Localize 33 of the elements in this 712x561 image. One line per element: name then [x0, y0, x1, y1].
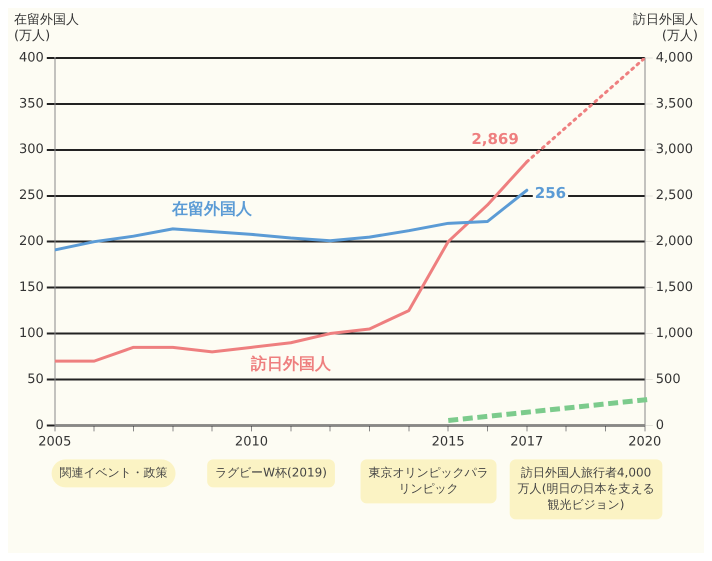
x-tick-label: 2015: [432, 434, 465, 450]
y2-tick-label: 4,000: [656, 50, 693, 66]
y-tick-label: 300: [18, 142, 44, 158]
data-label: 256: [534, 184, 566, 202]
y-tick-label: 50: [27, 372, 44, 387]
y-tick-label: 150: [18, 280, 44, 295]
x-tick-label: 2010: [234, 434, 268, 450]
y2-tick-label: 3,500: [656, 96, 693, 112]
y2-tick-label: 0: [656, 418, 664, 433]
x-tick-label: 2005: [38, 434, 72, 450]
y2-tick-label: 500: [656, 372, 681, 387]
x-tick-label: 2017: [510, 434, 544, 450]
text: ラグビーW杯(2019): [215, 466, 327, 480]
y2-tick-label: 2,000: [656, 234, 693, 250]
series-label: 在留外国人: [171, 198, 254, 218]
y-tick-label: 100: [18, 326, 44, 341]
x-tick-label: 2020: [628, 434, 662, 450]
y-tick-label: 200: [18, 234, 44, 250]
y2-tick-label: 1,500: [656, 280, 693, 295]
text: 関連イベント・政策: [60, 466, 168, 480]
y-tick-label: 0: [36, 418, 44, 433]
y2-tick-label: 3,000: [656, 142, 693, 158]
y-tick-label: 250: [18, 188, 44, 204]
y-tick-label: 350: [18, 96, 44, 112]
text: 訪日外国人旅行者4,000万人(明日の日本を支える観光ビジョン): [518, 466, 654, 512]
text: 東京オリンピックパラリンピック: [368, 466, 489, 496]
data-label: 2,869: [471, 130, 519, 148]
y2-axis-title: 訪日外国人 (万人): [633, 12, 698, 44]
series-label: 訪日外国人: [250, 354, 332, 373]
y-axis-title: 在留外国人 (万人): [14, 12, 79, 44]
y-tick-label: 400: [18, 50, 44, 66]
y2-tick-label: 2,500: [656, 188, 693, 204]
y2-tick-label: 1,000: [656, 326, 693, 341]
